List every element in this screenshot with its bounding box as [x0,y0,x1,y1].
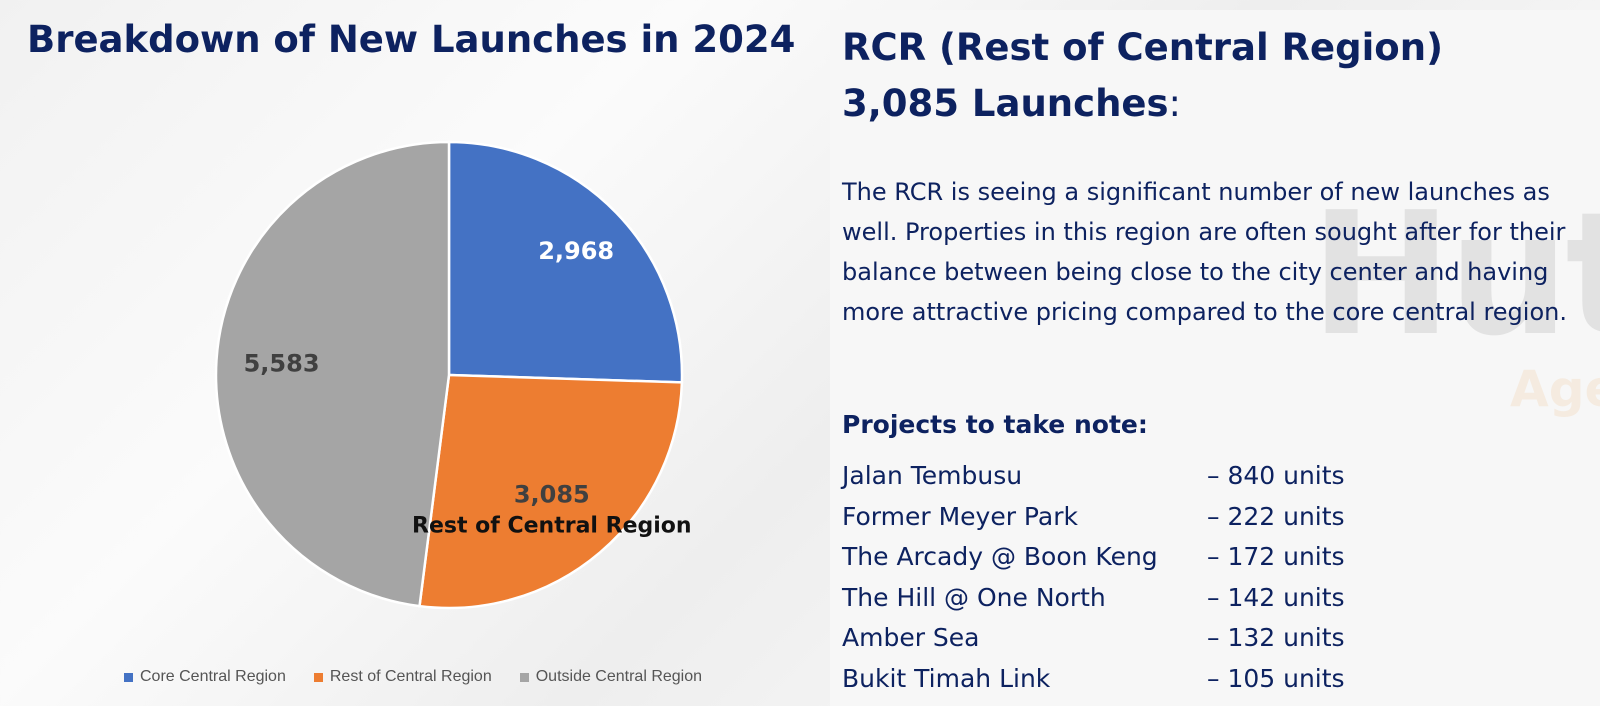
pie-chart: 2,968 3,085 5,583 Rest of Central Region [214,140,692,610]
project-units: – 132 units [1207,623,1345,653]
legend-swatch [124,672,133,682]
region-title: RCR (Rest of Central Region) [842,26,1443,69]
legend-label: Rest of Central Region [329,668,492,685]
project-units: – 222 units [1207,501,1345,531]
chart-title: Breakdown of New Launches in 2024 [27,18,796,61]
project-name: The Arcady @ Boon Keng [842,542,1158,572]
pie-slice-rest-of-central[interactable] [418,373,684,610]
project-units: – 142 units [1207,582,1345,612]
legend-label: Core Central Region [140,668,286,685]
pie-data-label: 2,968 [538,237,614,265]
detail-panel: Huttons Agency of Choice RCR (Rest of Ce… [830,10,1600,706]
project-name: Amber Sea [842,623,980,653]
project-name: The Hill @ One North [842,582,1106,612]
legend-item-outside-central[interactable]: Outside Central Region [519,668,703,686]
project-units: – 105 units [1207,663,1345,693]
chart-panel: Breakdown of New Launches in 2024 2,968 3… [27,18,796,686]
projects-heading: Projects to take note: [842,410,1148,439]
legend-item-rest-of-central[interactable]: Rest of Central Region [313,668,492,686]
launch-count-row: 3,085 Launches: [842,76,1181,132]
legend-label: Outside Central Region [535,668,703,685]
region-description: The RCR is seeing a significant number o… [842,178,1567,326]
project-units: – 172 units [1207,542,1345,572]
watermark-tagline: Agency of Choice [1510,360,1600,418]
project-name: Bukit Timah Link [842,663,1051,693]
launch-count-colon: : [1168,82,1182,125]
legend-item-core-central[interactable]: Core Central Region [124,668,286,686]
launch-count: 3,085 Launches [842,82,1169,125]
project-name: Former Meyer Park [842,501,1078,531]
legend-swatch [313,672,323,682]
pie-callout-label: Rest of Central Region [412,514,692,539]
project-units: – 840 units [1207,461,1345,490]
chart-legend: Core Central Region Rest of Central Regi… [124,668,702,686]
pie-slice-outside-central[interactable] [214,140,451,608]
project-name: Jalan Tembusu [842,461,1023,490]
legend-swatch [519,672,529,682]
pie-data-label: 3,085 [514,481,590,509]
pie-slice-core-central[interactable] [447,140,684,384]
pie-data-label: 5,583 [244,349,320,377]
